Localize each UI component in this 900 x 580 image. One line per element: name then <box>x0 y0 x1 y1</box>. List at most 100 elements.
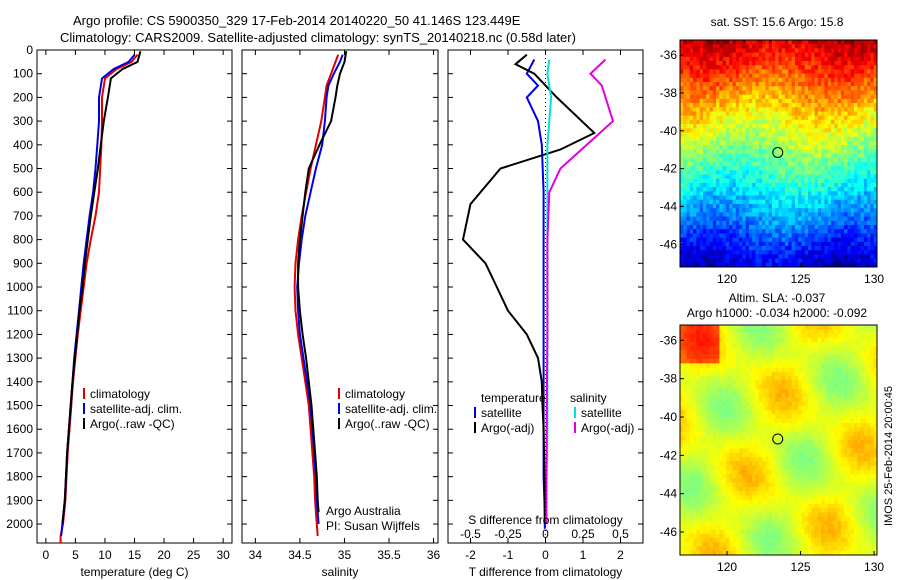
sst_map-cell <box>752 140 756 146</box>
sst_map-cell <box>768 241 773 247</box>
sst_map-cell <box>762 128 766 133</box>
sst_map-cell <box>719 166 724 171</box>
sla_map-cell <box>755 486 760 492</box>
sla_map-cell <box>702 350 707 356</box>
sla_map-cell <box>762 512 766 518</box>
sla_map-cell <box>762 371 766 377</box>
sst_map-cell <box>860 212 865 217</box>
sst_map-cell <box>752 254 756 259</box>
sla_map-cell <box>752 520 756 526</box>
sst_map-cell <box>716 229 720 234</box>
sst_map-cell <box>775 107 779 112</box>
sla_map-cell <box>758 337 763 343</box>
sst_map-cell <box>840 56 845 62</box>
sst_map-cell <box>739 48 743 54</box>
sla_map-cell <box>683 380 687 386</box>
sla_map-cell <box>693 337 697 343</box>
sst_map-cell <box>719 115 724 121</box>
sst_map-cell <box>801 145 806 150</box>
sst_map-cell <box>785 182 789 188</box>
sla_map-cell <box>693 516 697 522</box>
sst_map-cell <box>781 98 786 104</box>
sst_map-cell <box>719 199 724 205</box>
sst_map-cell <box>785 170 789 175</box>
sla_map-cell <box>689 478 694 483</box>
sla_map-cell <box>709 384 714 390</box>
temperature-ytick-label: 1600 <box>6 422 33 436</box>
sla_map-cell <box>735 435 740 441</box>
sst_map-cell <box>719 82 724 87</box>
sst_map-cell <box>771 86 776 91</box>
sst_map-cell <box>857 128 861 133</box>
sst_map-cell <box>719 86 724 91</box>
sst_map-cell <box>798 90 802 96</box>
sst_map-cell <box>867 157 871 163</box>
sst_map-cell <box>719 94 724 100</box>
sst_map-cell <box>752 182 756 188</box>
sst_map-cell <box>725 208 730 213</box>
sla_map-cell <box>696 499 701 505</box>
sst_map-cell <box>683 119 687 125</box>
sst_map-cell <box>696 48 701 54</box>
sst_map-cell <box>762 56 766 62</box>
sla_map-cell <box>732 329 737 334</box>
sst_map-cell <box>725 111 730 117</box>
sst_map-cell <box>801 149 806 154</box>
sst_map-cell <box>827 233 832 238</box>
sla_map-cell <box>758 393 763 398</box>
sla_map-cell <box>765 444 770 449</box>
sst_map-cell <box>840 65 845 70</box>
sla_map-cell <box>745 359 750 364</box>
sst_map-cell <box>827 153 832 159</box>
sla_map-cell <box>693 333 697 339</box>
sst_map-cell <box>791 145 796 150</box>
sst_map-cell <box>873 56 878 62</box>
sla_map-cell <box>693 371 697 377</box>
sst_map-cell <box>860 111 865 117</box>
sla_map-cell <box>680 537 684 543</box>
sst_map-cell <box>854 178 858 184</box>
sst_map-cell <box>804 233 809 238</box>
sst_map-cell <box>794 203 799 209</box>
sst_map-cell <box>834 103 838 108</box>
sla_map-cell <box>739 533 743 539</box>
sst_map-cell <box>706 191 710 196</box>
sst_map-cell <box>732 174 737 180</box>
sst_map-cell <box>847 77 852 83</box>
sla_map-cell <box>709 503 714 509</box>
sla_map-cell <box>748 546 753 552</box>
sla_map-cell <box>722 354 727 360</box>
sla_map-cell <box>693 495 697 501</box>
sla_map-cell <box>722 350 727 356</box>
sla_map-cell <box>699 418 704 424</box>
sla_map-cell <box>725 491 730 496</box>
sst_map-cell <box>722 40 727 45</box>
sst_map-cell <box>804 107 809 112</box>
sst_map-cell <box>689 245 694 251</box>
sla_map-cell <box>709 376 714 381</box>
sst_map-cell <box>821 174 825 180</box>
salinity-legend-label: climatology <box>345 387 405 401</box>
sst_map-cell <box>712 98 717 104</box>
sla_map-cell <box>689 401 694 407</box>
sst_map-cell <box>716 136 720 142</box>
sst_map-cell <box>788 73 793 79</box>
sst_map-cell <box>791 208 796 213</box>
sst_map-cell <box>808 115 812 121</box>
sla_map-cell <box>709 354 714 360</box>
sst_map-cell <box>748 73 753 79</box>
sla_map-cell <box>693 529 697 535</box>
sst_map-cell <box>863 128 868 133</box>
sst_map-cell <box>768 187 773 192</box>
sst_map-cell <box>781 170 786 175</box>
sst_map-cell <box>755 136 760 142</box>
sst_map-cell <box>739 241 743 247</box>
sla_map-cell <box>706 359 710 364</box>
sla_map-cell <box>702 478 707 483</box>
sla_map-cell <box>716 474 720 479</box>
sst_map-cell <box>837 237 842 243</box>
sst_map-cell <box>791 128 796 133</box>
sst_map-cell <box>834 245 838 251</box>
sst_map-cell <box>768 199 773 205</box>
sst_map-cell <box>719 245 724 251</box>
